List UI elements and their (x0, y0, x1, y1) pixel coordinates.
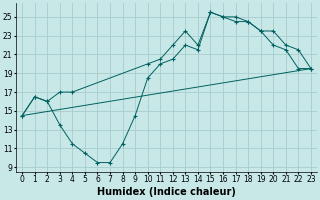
X-axis label: Humidex (Indice chaleur): Humidex (Indice chaleur) (97, 187, 236, 197)
